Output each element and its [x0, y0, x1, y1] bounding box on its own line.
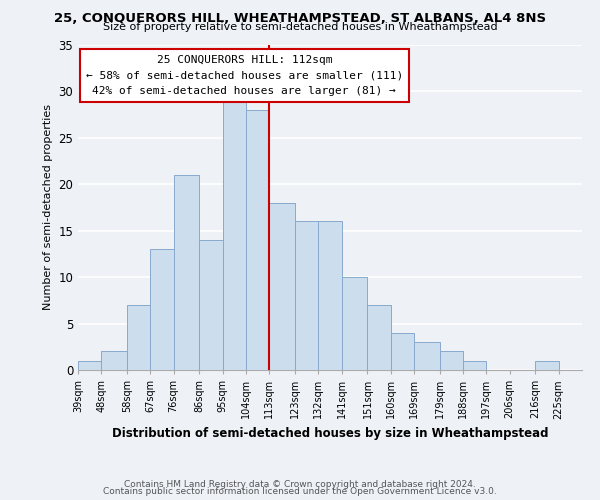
Bar — [223, 100, 246, 370]
Bar — [319, 222, 341, 370]
Bar — [341, 277, 367, 370]
Bar — [463, 360, 487, 370]
Y-axis label: Number of semi-detached properties: Number of semi-detached properties — [43, 104, 53, 310]
Text: 25 CONQUERORS HILL: 112sqm
← 58% of semi-detached houses are smaller (111)
42% o: 25 CONQUERORS HILL: 112sqm ← 58% of semi… — [86, 54, 403, 96]
Bar — [246, 110, 269, 370]
X-axis label: Distribution of semi-detached houses by size in Wheathampstead: Distribution of semi-detached houses by … — [112, 427, 548, 440]
Text: Contains HM Land Registry data © Crown copyright and database right 2024.: Contains HM Land Registry data © Crown c… — [124, 480, 476, 489]
Bar — [295, 222, 319, 370]
Bar — [199, 240, 223, 370]
Bar — [391, 333, 414, 370]
Text: Size of property relative to semi-detached houses in Wheathampstead: Size of property relative to semi-detach… — [103, 22, 497, 32]
Bar — [440, 352, 463, 370]
Bar — [269, 203, 295, 370]
Bar — [367, 305, 391, 370]
Bar — [101, 352, 127, 370]
Bar — [127, 305, 151, 370]
Text: 25, CONQUERORS HILL, WHEATHAMPSTEAD, ST ALBANS, AL4 8NS: 25, CONQUERORS HILL, WHEATHAMPSTEAD, ST … — [54, 12, 546, 26]
Bar — [151, 250, 173, 370]
Bar — [173, 175, 199, 370]
Bar — [78, 360, 101, 370]
Bar — [414, 342, 440, 370]
Text: Contains public sector information licensed under the Open Government Licence v3: Contains public sector information licen… — [103, 487, 497, 496]
Bar — [535, 360, 559, 370]
